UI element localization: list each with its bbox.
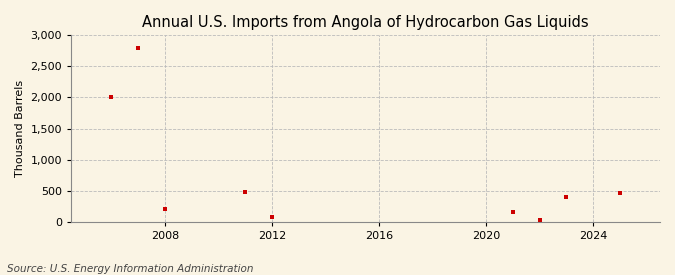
Title: Annual U.S. Imports from Angola of Hydrocarbon Gas Liquids: Annual U.S. Imports from Angola of Hydro…: [142, 15, 589, 30]
Point: [614, 190, 625, 195]
Point: [159, 207, 170, 211]
Point: [508, 210, 518, 214]
Point: [240, 190, 250, 194]
Point: [267, 214, 277, 219]
Point: [561, 195, 572, 200]
Y-axis label: Thousand Barrels: Thousand Barrels: [15, 80, 25, 177]
Point: [133, 46, 144, 50]
Point: [106, 95, 117, 100]
Text: Source: U.S. Energy Information Administration: Source: U.S. Energy Information Administ…: [7, 264, 253, 274]
Point: [534, 218, 545, 222]
